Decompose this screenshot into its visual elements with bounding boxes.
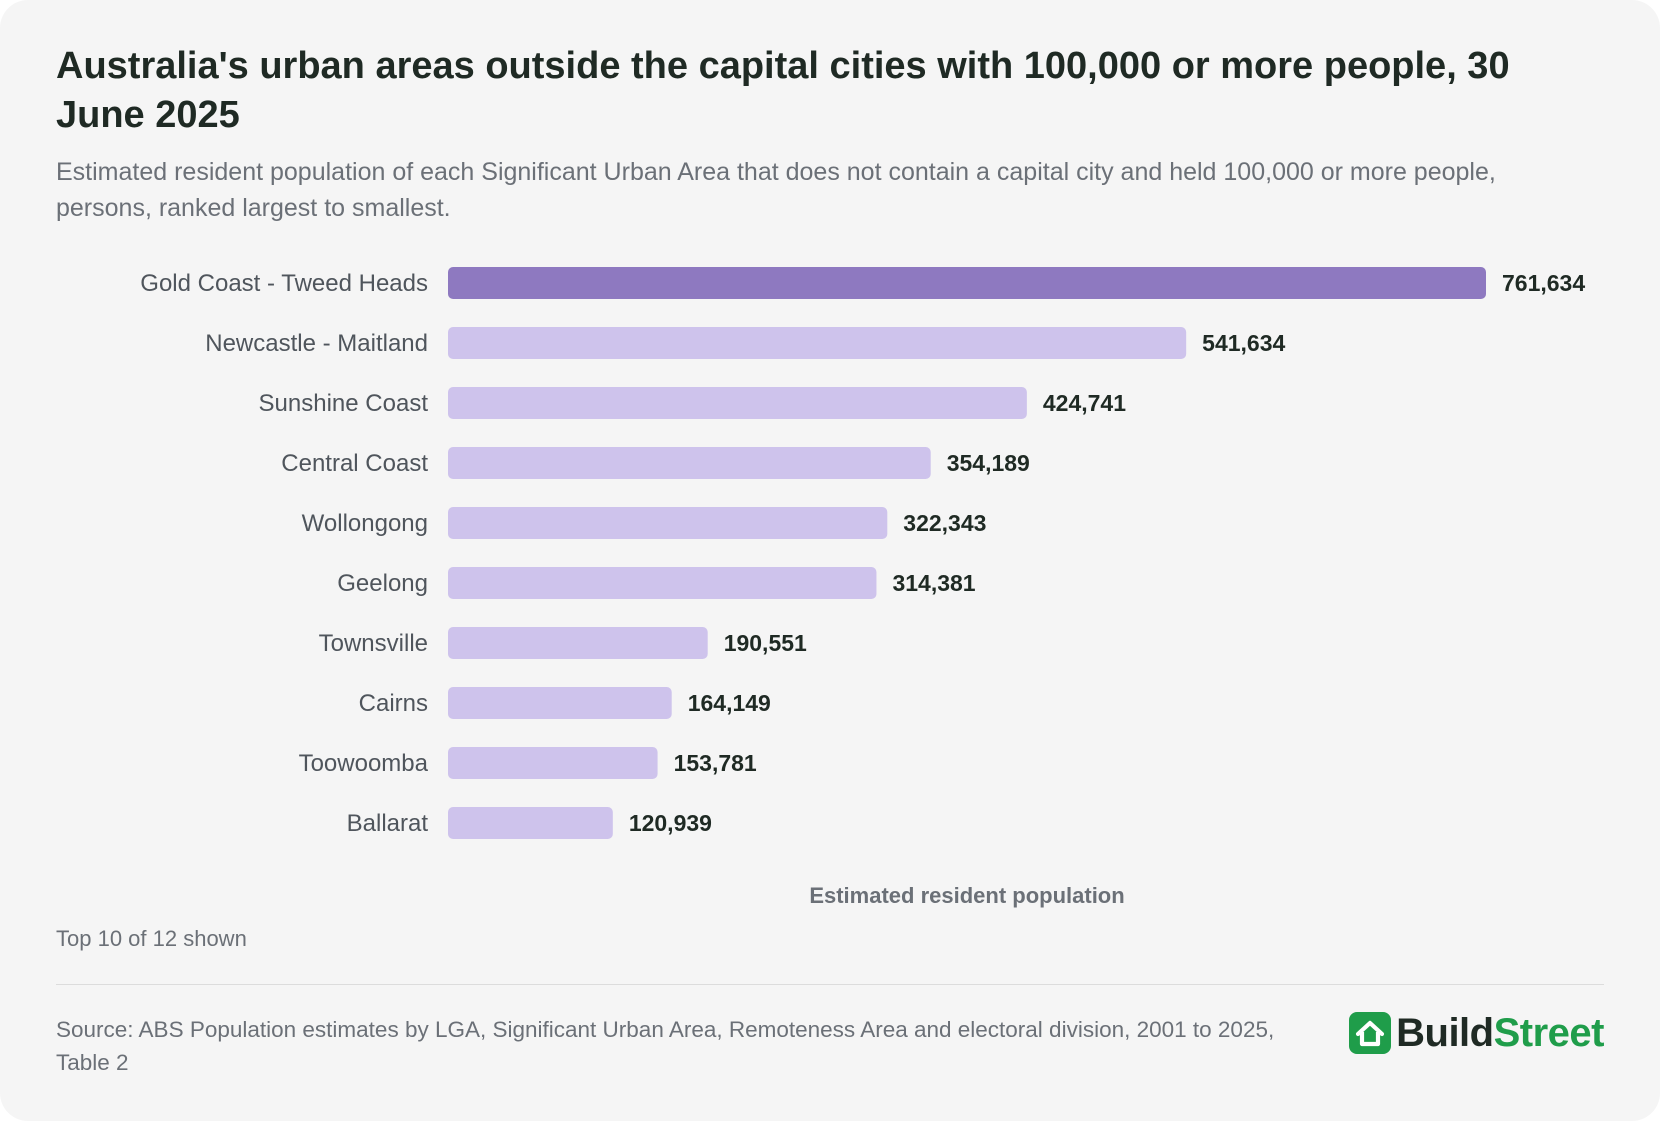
chart-title: Australia's urban areas outside the capi… [56, 45, 1510, 136]
bar [448, 507, 888, 539]
category-label: Gold Coast - Tweed Heads [140, 270, 428, 297]
category-label: Cairns [359, 690, 428, 717]
bar [448, 567, 877, 599]
value-label: 153,781 [674, 750, 757, 776]
value-label: 190,551 [724, 630, 807, 656]
chart-rows: Gold Coast - Tweed Heads 761,634 Newcastle… [140, 267, 1585, 839]
footnote: Top 10 of 12 shown [56, 926, 247, 951]
category-label: Wollongong [302, 510, 428, 537]
bar [448, 687, 672, 719]
value-label: 354,189 [947, 450, 1030, 476]
category-label: Toowoomba [299, 750, 429, 777]
category-label: Newcastle - Maitland [205, 330, 428, 357]
bar [448, 807, 613, 839]
category-label: Sunshine Coast [259, 390, 429, 417]
category-label: Geelong [337, 570, 428, 597]
value-label: 761,634 [1502, 270, 1585, 296]
bar [448, 387, 1027, 419]
source-note: Source: ABS Population estimates by LGA,… [56, 1017, 1275, 1075]
value-label: 322,343 [903, 510, 986, 536]
category-label: Ballarat [347, 810, 429, 837]
value-label: 424,741 [1043, 390, 1126, 416]
house-icon [1349, 1012, 1392, 1054]
category-label: Townsville [319, 630, 428, 657]
chart-subtitle: Estimated resident population of each Si… [56, 158, 1496, 222]
bar [448, 267, 1486, 299]
value-label: 541,634 [1202, 330, 1285, 356]
bar [448, 747, 658, 779]
brand-name-part1: Build [1396, 1011, 1494, 1055]
x-axis-label: Estimated resident population [809, 883, 1124, 908]
value-label: 164,149 [688, 690, 771, 716]
bar [448, 447, 931, 479]
bar [448, 327, 1187, 359]
bar [448, 627, 708, 659]
value-label: 120,939 [629, 810, 712, 836]
bar-chart: Gold Coast - Tweed Heads 761,634 Newcastle… [140, 267, 1585, 908]
brand-logo: BuildStreet [1349, 1008, 1605, 1058]
divider [56, 984, 1604, 985]
category-label: Central Coast [281, 450, 428, 477]
value-label: 314,381 [892, 570, 975, 596]
brand-name-part2: Street [1493, 1011, 1605, 1055]
